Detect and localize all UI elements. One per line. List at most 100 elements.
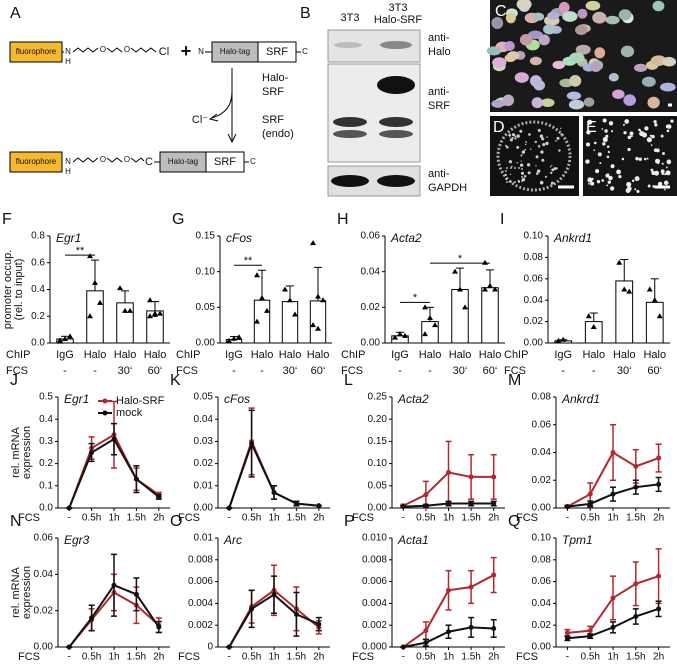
speckle xyxy=(541,158,545,162)
speckle xyxy=(629,131,634,136)
speckle xyxy=(535,155,539,159)
data-point xyxy=(633,463,639,469)
data-point xyxy=(271,489,277,495)
treatment-label: 30‘ xyxy=(283,365,298,377)
arrowhead xyxy=(208,113,219,122)
data-point xyxy=(271,592,277,598)
speckle xyxy=(555,140,557,142)
speckle xyxy=(660,134,664,138)
y-tick-label: 0.006 xyxy=(188,576,213,587)
data-point xyxy=(156,494,162,500)
data-point xyxy=(587,633,593,639)
y-tick-label: 0.04 xyxy=(361,266,381,277)
y-tick-label: 0.05 xyxy=(194,392,214,403)
data-point xyxy=(111,436,117,442)
speckle xyxy=(666,129,670,133)
y-tick-label: 0.02 xyxy=(194,458,214,469)
data-point xyxy=(422,304,428,310)
row-title: ChIP xyxy=(341,349,365,361)
protein-label: SRF xyxy=(214,156,236,168)
cell-nucleus xyxy=(618,9,632,21)
panel-label: D xyxy=(493,119,505,136)
data-point xyxy=(400,644,406,650)
cell-nucleus xyxy=(538,34,550,46)
data-point xyxy=(610,491,616,497)
y-tick-label: 0.00 xyxy=(34,642,54,653)
speckle xyxy=(511,133,516,137)
terminus: C xyxy=(302,47,308,56)
speckle xyxy=(527,171,531,175)
cell-nucleus xyxy=(633,63,648,72)
data-point xyxy=(397,331,403,337)
speckle xyxy=(596,179,601,184)
y-tick-label: 0.06 xyxy=(361,231,381,242)
lane-label: 3T3 xyxy=(389,2,408,14)
band-label: Halo- xyxy=(262,72,289,84)
tag-label: Halo-tag xyxy=(220,47,250,56)
cell-images xyxy=(486,0,677,193)
x-tick-label: 2h xyxy=(653,652,664,663)
data-point xyxy=(117,285,123,291)
cell-nucleus xyxy=(533,80,546,91)
speckle xyxy=(534,140,537,144)
cell-nucleus xyxy=(568,99,585,110)
cell-nucleus xyxy=(529,56,542,66)
speckle xyxy=(536,169,541,173)
antibody-label: Halo xyxy=(428,46,451,58)
x-tick-label: - xyxy=(402,652,405,663)
y-axis-label: expression xyxy=(21,566,33,619)
y-tick-label: 0.01 xyxy=(194,480,214,491)
data-point xyxy=(468,584,474,590)
speckle xyxy=(660,169,665,174)
panel-label: C xyxy=(495,3,507,20)
row-title: ChIP xyxy=(6,349,30,361)
y-tick-label: 0.10 xyxy=(524,231,544,242)
data-point xyxy=(555,337,562,343)
speckle xyxy=(508,133,512,137)
speckle xyxy=(602,142,606,146)
x-tick-label: 1h xyxy=(607,513,618,524)
speckle xyxy=(647,184,651,188)
speckle xyxy=(605,134,609,138)
data-point xyxy=(259,295,265,301)
data-point xyxy=(491,572,497,578)
data-point xyxy=(452,268,458,274)
speckle xyxy=(657,181,663,187)
speckle xyxy=(607,150,610,154)
data-point xyxy=(89,615,95,621)
cell-nucleus xyxy=(491,17,504,29)
legend-marker xyxy=(102,398,108,404)
speckle xyxy=(627,147,631,152)
data-point xyxy=(310,322,316,328)
speckle xyxy=(638,157,642,161)
speckle xyxy=(602,118,607,123)
data-point xyxy=(626,288,633,294)
data-point xyxy=(646,286,653,292)
treatment-label: - xyxy=(592,365,596,377)
data-point xyxy=(587,491,593,497)
cell-nucleus xyxy=(569,74,582,87)
x-axis-label: FCS xyxy=(516,651,538,663)
data-point xyxy=(468,474,474,480)
x-tick-label: 1h xyxy=(443,513,454,524)
row-title: FCS xyxy=(6,365,28,377)
band xyxy=(333,117,367,127)
speckle xyxy=(521,150,526,154)
cell-nucleus xyxy=(528,30,543,40)
band-label: SRF xyxy=(262,114,284,126)
y-axis-label: rel. mRNA xyxy=(10,426,22,477)
speckle xyxy=(602,137,608,143)
data-point xyxy=(422,331,428,337)
significance-label: * xyxy=(413,292,418,304)
y-tick-label: 0.05 xyxy=(196,302,216,313)
speckle xyxy=(599,162,602,165)
data-point xyxy=(487,282,493,288)
y-tick-label: 0.04 xyxy=(194,414,214,425)
speckle xyxy=(655,148,660,153)
cell-nucleus xyxy=(577,8,588,19)
speckle xyxy=(663,180,669,186)
data-point xyxy=(66,505,72,511)
cell-nucleus xyxy=(531,97,544,109)
speckle xyxy=(644,126,649,131)
data-point xyxy=(482,286,488,292)
